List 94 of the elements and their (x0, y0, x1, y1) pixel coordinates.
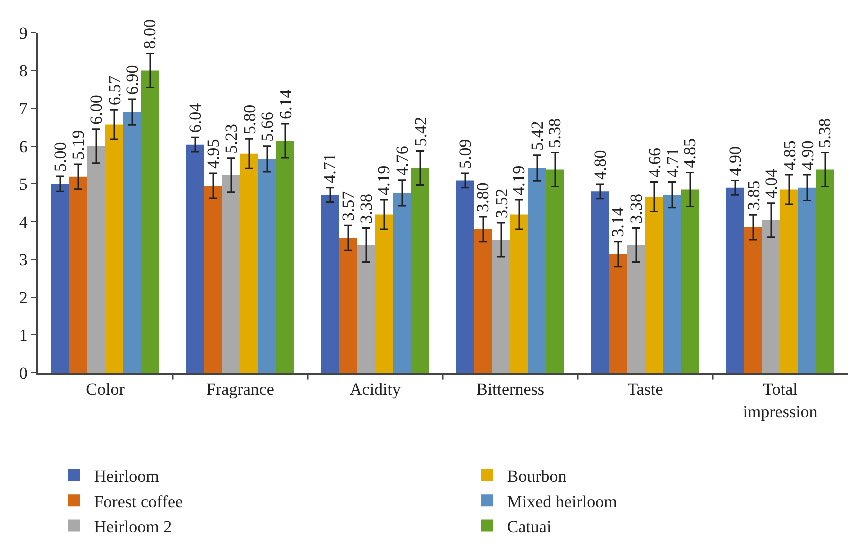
bar (592, 192, 610, 373)
data-label: 4.04 (762, 168, 782, 199)
data-label: 4.71 (320, 154, 340, 184)
bar (546, 170, 564, 373)
x-tick-label: Acidity (350, 380, 402, 400)
bar (106, 124, 124, 373)
data-label: 4.66 (645, 148, 664, 178)
bar (456, 180, 474, 373)
data-label: 4.71 (663, 148, 682, 178)
data-label: 4.76 (393, 146, 412, 176)
data-label: 5.00 (50, 142, 70, 172)
data-label: 6.14 (276, 89, 296, 120)
data-label: 5.19 (69, 130, 88, 160)
y-tick-label: 6 (19, 137, 28, 156)
bar (664, 195, 682, 373)
data-label: 4.19 (374, 166, 394, 196)
bar (124, 112, 142, 373)
data-label: 6.90 (123, 65, 142, 95)
bar (528, 168, 546, 373)
y-tick-label: 7 (19, 100, 28, 119)
data-label: 3.52 (492, 188, 512, 219)
data-label: 3.38 (627, 194, 646, 224)
bar (394, 193, 412, 373)
data-label: 4.90 (726, 146, 745, 176)
data-label: 3.57 (338, 190, 358, 222)
bar (798, 188, 816, 373)
data-label: 3.85 (744, 180, 764, 211)
y-tick-label: 1 (19, 326, 28, 346)
data-label: 5.42 (411, 116, 430, 147)
x-tick-label: Bitterness (476, 380, 544, 400)
data-label: 4.85 (780, 140, 800, 171)
bar (762, 220, 780, 373)
data-label: 8.00 (140, 20, 160, 50)
y-tick-label: 9 (19, 24, 28, 43)
y-tick-label: 4 (19, 212, 28, 232)
bar (222, 175, 240, 373)
data-label: 5.38 (816, 118, 835, 148)
bar (682, 190, 700, 373)
data-label: 4.90 (798, 140, 818, 171)
bar (646, 196, 664, 373)
legend-label: Mixed heirloom (507, 492, 618, 512)
bar (70, 176, 88, 373)
bar (474, 229, 492, 373)
data-label: 6.00 (87, 95, 106, 125)
data-label: 6.04 (186, 102, 205, 134)
legend-label: Bourbon (507, 467, 568, 486)
x-tick-label: Color (86, 380, 126, 400)
legend-label: Heirloom 2 (94, 517, 172, 536)
bar (142, 70, 160, 373)
data-label: 5.80 (240, 104, 260, 135)
y-tick-label: 0 (19, 364, 28, 383)
bar (412, 168, 430, 373)
legend-label: Heirloom (94, 467, 160, 486)
data-label: 5.09 (456, 139, 475, 170)
bar (744, 228, 762, 373)
data-label: 3.14 (608, 207, 628, 238)
bar (88, 146, 106, 373)
bar (610, 254, 628, 373)
bar (492, 240, 510, 373)
bar (816, 170, 834, 373)
bar (340, 238, 358, 373)
data-label: 5.66 (258, 112, 278, 142)
bar (322, 195, 340, 373)
bar (240, 154, 258, 373)
data-label: 5.42 (528, 121, 548, 151)
x-tick-label: Total impression (743, 380, 818, 422)
bar (726, 188, 744, 373)
data-label: 3.38 (357, 194, 376, 224)
bar (186, 144, 204, 373)
bar (628, 245, 646, 373)
data-label: 5.23 (222, 124, 242, 154)
bar (204, 186, 222, 373)
y-tick-label: 3 (19, 250, 28, 270)
y-tick-label: 8 (19, 62, 28, 81)
y-tick-label: 5 (19, 175, 28, 194)
data-label: 4.95 (204, 139, 223, 170)
bar (510, 214, 528, 373)
data-label: 5.38 (546, 118, 565, 148)
data-label: 4.19 (510, 166, 529, 196)
bar (358, 245, 376, 373)
bar (276, 141, 294, 373)
x-tick-label: Taste (628, 380, 664, 400)
data-label: 4.80 (591, 150, 610, 180)
data-label: 4.85 (680, 138, 700, 168)
bar (376, 214, 394, 373)
data-label: 6.57 (105, 75, 124, 106)
bar (52, 184, 70, 373)
y-tick-label: 2 (19, 288, 28, 308)
x-tick-label: Fragrance (206, 380, 274, 400)
bar (780, 190, 798, 373)
legend-label: Forest coffee (94, 492, 184, 512)
bar (258, 159, 276, 373)
legend-label: Catuai (507, 517, 552, 536)
data-label: 3.80 (474, 182, 493, 212)
